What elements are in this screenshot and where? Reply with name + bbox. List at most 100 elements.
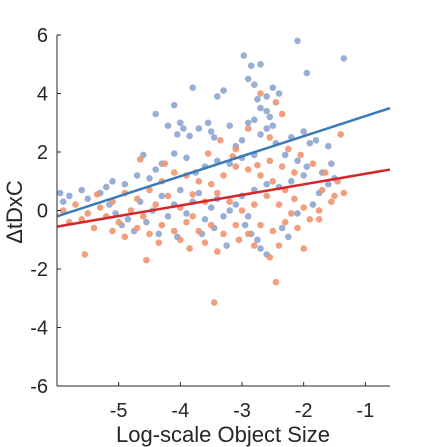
data-point: [109, 178, 116, 185]
data-point: [183, 218, 190, 226]
data-point: [170, 101, 178, 109]
data-point: [251, 81, 258, 88]
y-tick-label: 4: [37, 84, 48, 106]
data-point: [133, 224, 141, 232]
data-point: [266, 253, 274, 261]
data-point: [189, 84, 196, 91]
data-point: [300, 245, 308, 252]
points-layer: [56, 37, 348, 306]
data-point: [294, 224, 301, 232]
data-point: [201, 216, 209, 223]
data-point: [257, 61, 264, 68]
data-point: [146, 230, 153, 238]
y-tick-label: -4: [30, 318, 48, 340]
red-fit-line: [56, 168, 391, 228]
data-point: [254, 161, 261, 169]
blue-fit-line: [56, 106, 391, 218]
data-point: [257, 221, 264, 229]
data-point: [136, 156, 144, 163]
data-point: [158, 192, 166, 200]
data-point: [244, 119, 252, 127]
data-point: [158, 221, 166, 229]
data-point: [174, 131, 181, 138]
data-point: [294, 210, 301, 217]
data-point: [266, 157, 274, 165]
data-point: [238, 207, 246, 214]
data-point: [189, 191, 196, 198]
data-point: [84, 195, 92, 203]
data-point: [285, 233, 292, 241]
data-point: [263, 125, 271, 132]
data-point: [214, 189, 221, 197]
data-point: [220, 87, 227, 94]
data-point: [195, 178, 203, 185]
data-point: [204, 150, 212, 157]
data-point: [315, 216, 323, 223]
data-point: [226, 122, 233, 129]
y-tick-label: 0: [37, 201, 48, 223]
data-point: [226, 198, 233, 205]
data-point: [278, 110, 286, 118]
data-point: [263, 93, 271, 100]
data-point: [300, 204, 308, 211]
data-point: [288, 210, 295, 217]
y-tick-label: 2: [37, 142, 48, 164]
data-point: [164, 192, 172, 200]
data-point: [207, 180, 215, 188]
data-point: [269, 84, 277, 91]
data-point: [306, 216, 314, 223]
data-point: [183, 154, 190, 162]
data-point: [207, 128, 215, 135]
data-point: [152, 110, 159, 118]
data-point: [278, 163, 286, 170]
data-point: [247, 62, 255, 69]
data-point: [210, 134, 218, 141]
data-point: [90, 224, 98, 232]
data-point: [269, 227, 277, 235]
data-point: [288, 178, 295, 185]
data-point: [254, 236, 261, 244]
data-point: [232, 221, 240, 229]
data-point: [220, 172, 227, 179]
data-point: [127, 207, 135, 214]
data-point: [140, 213, 147, 220]
x-tick-label: -5: [110, 400, 128, 422]
data-point: [251, 116, 258, 124]
data-point: [297, 151, 304, 159]
data-point: [201, 239, 209, 246]
y-tick-label: -2: [30, 259, 48, 281]
data-point: [210, 299, 218, 306]
data-point: [269, 178, 277, 185]
data-point: [143, 256, 150, 264]
data-point: [109, 227, 116, 235]
data-point: [146, 175, 153, 182]
data-point: [306, 139, 314, 147]
data-point: [183, 210, 190, 217]
data-point: [278, 224, 286, 232]
data-point: [186, 245, 193, 252]
data-point: [133, 195, 141, 203]
data-point: [232, 145, 240, 153]
data-point: [124, 216, 132, 223]
data-point: [152, 166, 159, 173]
data-point: [266, 113, 274, 121]
data-point: [257, 245, 264, 252]
data-point: [291, 195, 298, 203]
y-tick-label: 6: [37, 25, 48, 47]
data-point: [254, 96, 261, 103]
data-point: [275, 201, 283, 208]
data-point: [238, 137, 246, 144]
data-point: [84, 210, 92, 217]
data-point: [195, 189, 203, 197]
data-point: [294, 157, 301, 165]
data-point: [56, 189, 64, 197]
data-point: [321, 169, 329, 176]
data-point: [81, 251, 89, 258]
data-point: [281, 151, 289, 159]
x-tick-label: -4: [171, 400, 189, 422]
data-point: [103, 183, 110, 191]
data-point: [214, 248, 221, 255]
data-point: [232, 201, 240, 208]
data-point: [59, 198, 67, 205]
